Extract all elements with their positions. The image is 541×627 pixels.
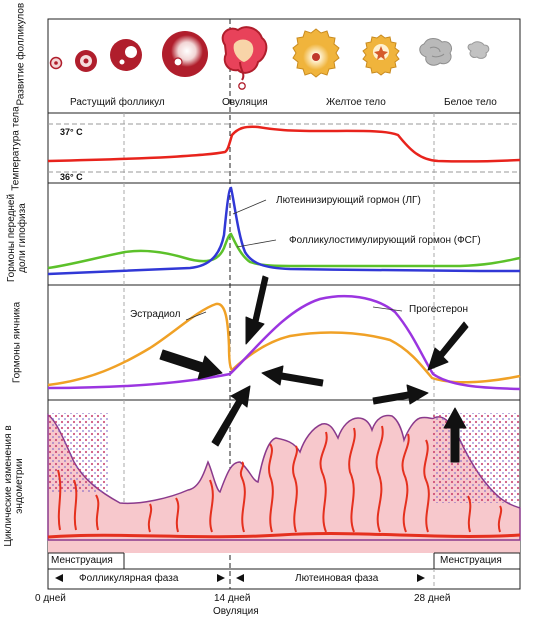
luteal-arrow-left <box>236 574 244 582</box>
spiral-artery <box>47 532 521 539</box>
stage-growing-follicle: Растущий фолликул <box>70 97 165 108</box>
day-label-0: 0 дней <box>35 593 66 604</box>
label-follicular-phase: Фолликулярная фаза <box>79 573 179 584</box>
row-label-temperature: Температура тела <box>10 106 22 191</box>
frame <box>47 18 521 590</box>
temperature-curve <box>47 125 521 163</box>
corpus-luteum-large <box>292 28 340 78</box>
follicle-secondary <box>110 39 142 71</box>
arrow-up-to-ovulation <box>211 385 251 447</box>
follicle-tertiary <box>162 31 208 77</box>
corpus-luteum-small <box>362 34 400 76</box>
phase-arrowheads <box>55 574 425 582</box>
fsh-leader <box>236 239 277 248</box>
follicle-primordial <box>49 56 63 70</box>
label-fsh: Фолликулостимулирующий гормон (ФСГ) <box>289 235 481 246</box>
stage-corpus-albicans: Белое тело <box>444 97 497 108</box>
lh-curve <box>47 186 520 276</box>
endometrial-glands <box>57 425 503 533</box>
corpus-albicans-large <box>419 38 453 66</box>
temp-label-37: 37° C <box>60 127 83 137</box>
row-label-endometrium: Циклические изменения в эндометрии <box>3 425 25 547</box>
arrow-to-day28 <box>372 384 429 405</box>
day-label-28: 28 дней <box>414 593 451 604</box>
menstrual-debris-left <box>48 413 108 493</box>
label-luteal-phase: Лютеиновая фаза <box>295 573 379 584</box>
stage-ovulation: Овуляция <box>222 97 268 108</box>
row-label-ovary: Гормоны яичника <box>11 301 23 384</box>
label-estradiol: Эстрадиол <box>130 309 181 320</box>
label-lh: Лютеинизирующий гормон (ЛГ) <box>276 195 421 206</box>
estradiol-curve <box>47 302 521 387</box>
corpus-albicans-small <box>467 41 490 59</box>
progesterone-curve <box>47 294 521 391</box>
follicle-primary <box>75 50 97 72</box>
follicle-ruptured <box>221 26 268 90</box>
label-menstruation-start: Менструация <box>51 555 113 566</box>
follicle-stages <box>49 26 490 90</box>
follicular-arrow-right <box>217 574 225 582</box>
label-progesterone: Прогестерон <box>409 304 468 315</box>
progesterone-leader <box>372 306 403 312</box>
follicular-arrow-left <box>55 574 63 582</box>
temp-label-36: 36° C <box>60 172 83 182</box>
arrow-lh-to-ovary <box>245 275 269 345</box>
arrow-to-ovulation-right <box>261 365 324 387</box>
lh-leader <box>232 199 267 215</box>
arrow-progesterone-down <box>427 321 469 371</box>
arrow-up-endometrium <box>443 407 467 463</box>
row-label-pituitary: Гормоны передней доли гипофиза <box>6 193 28 283</box>
estradiol-leader <box>185 311 207 321</box>
row-label-follicle: Развитие фолликулов яйцеклетки <box>15 0 27 106</box>
day-label-ovulation: Овуляция <box>213 606 259 617</box>
stage-corpus-luteum: Желтое тело <box>326 97 386 108</box>
luteal-arrow-right <box>417 574 425 582</box>
fsh-curve <box>47 232 521 270</box>
day-label-14: 14 дней <box>214 593 251 604</box>
label-menstruation-end: Менструация <box>440 555 502 566</box>
feedback-arrows <box>159 275 469 463</box>
arrow-estradiol-feedback <box>159 349 223 380</box>
